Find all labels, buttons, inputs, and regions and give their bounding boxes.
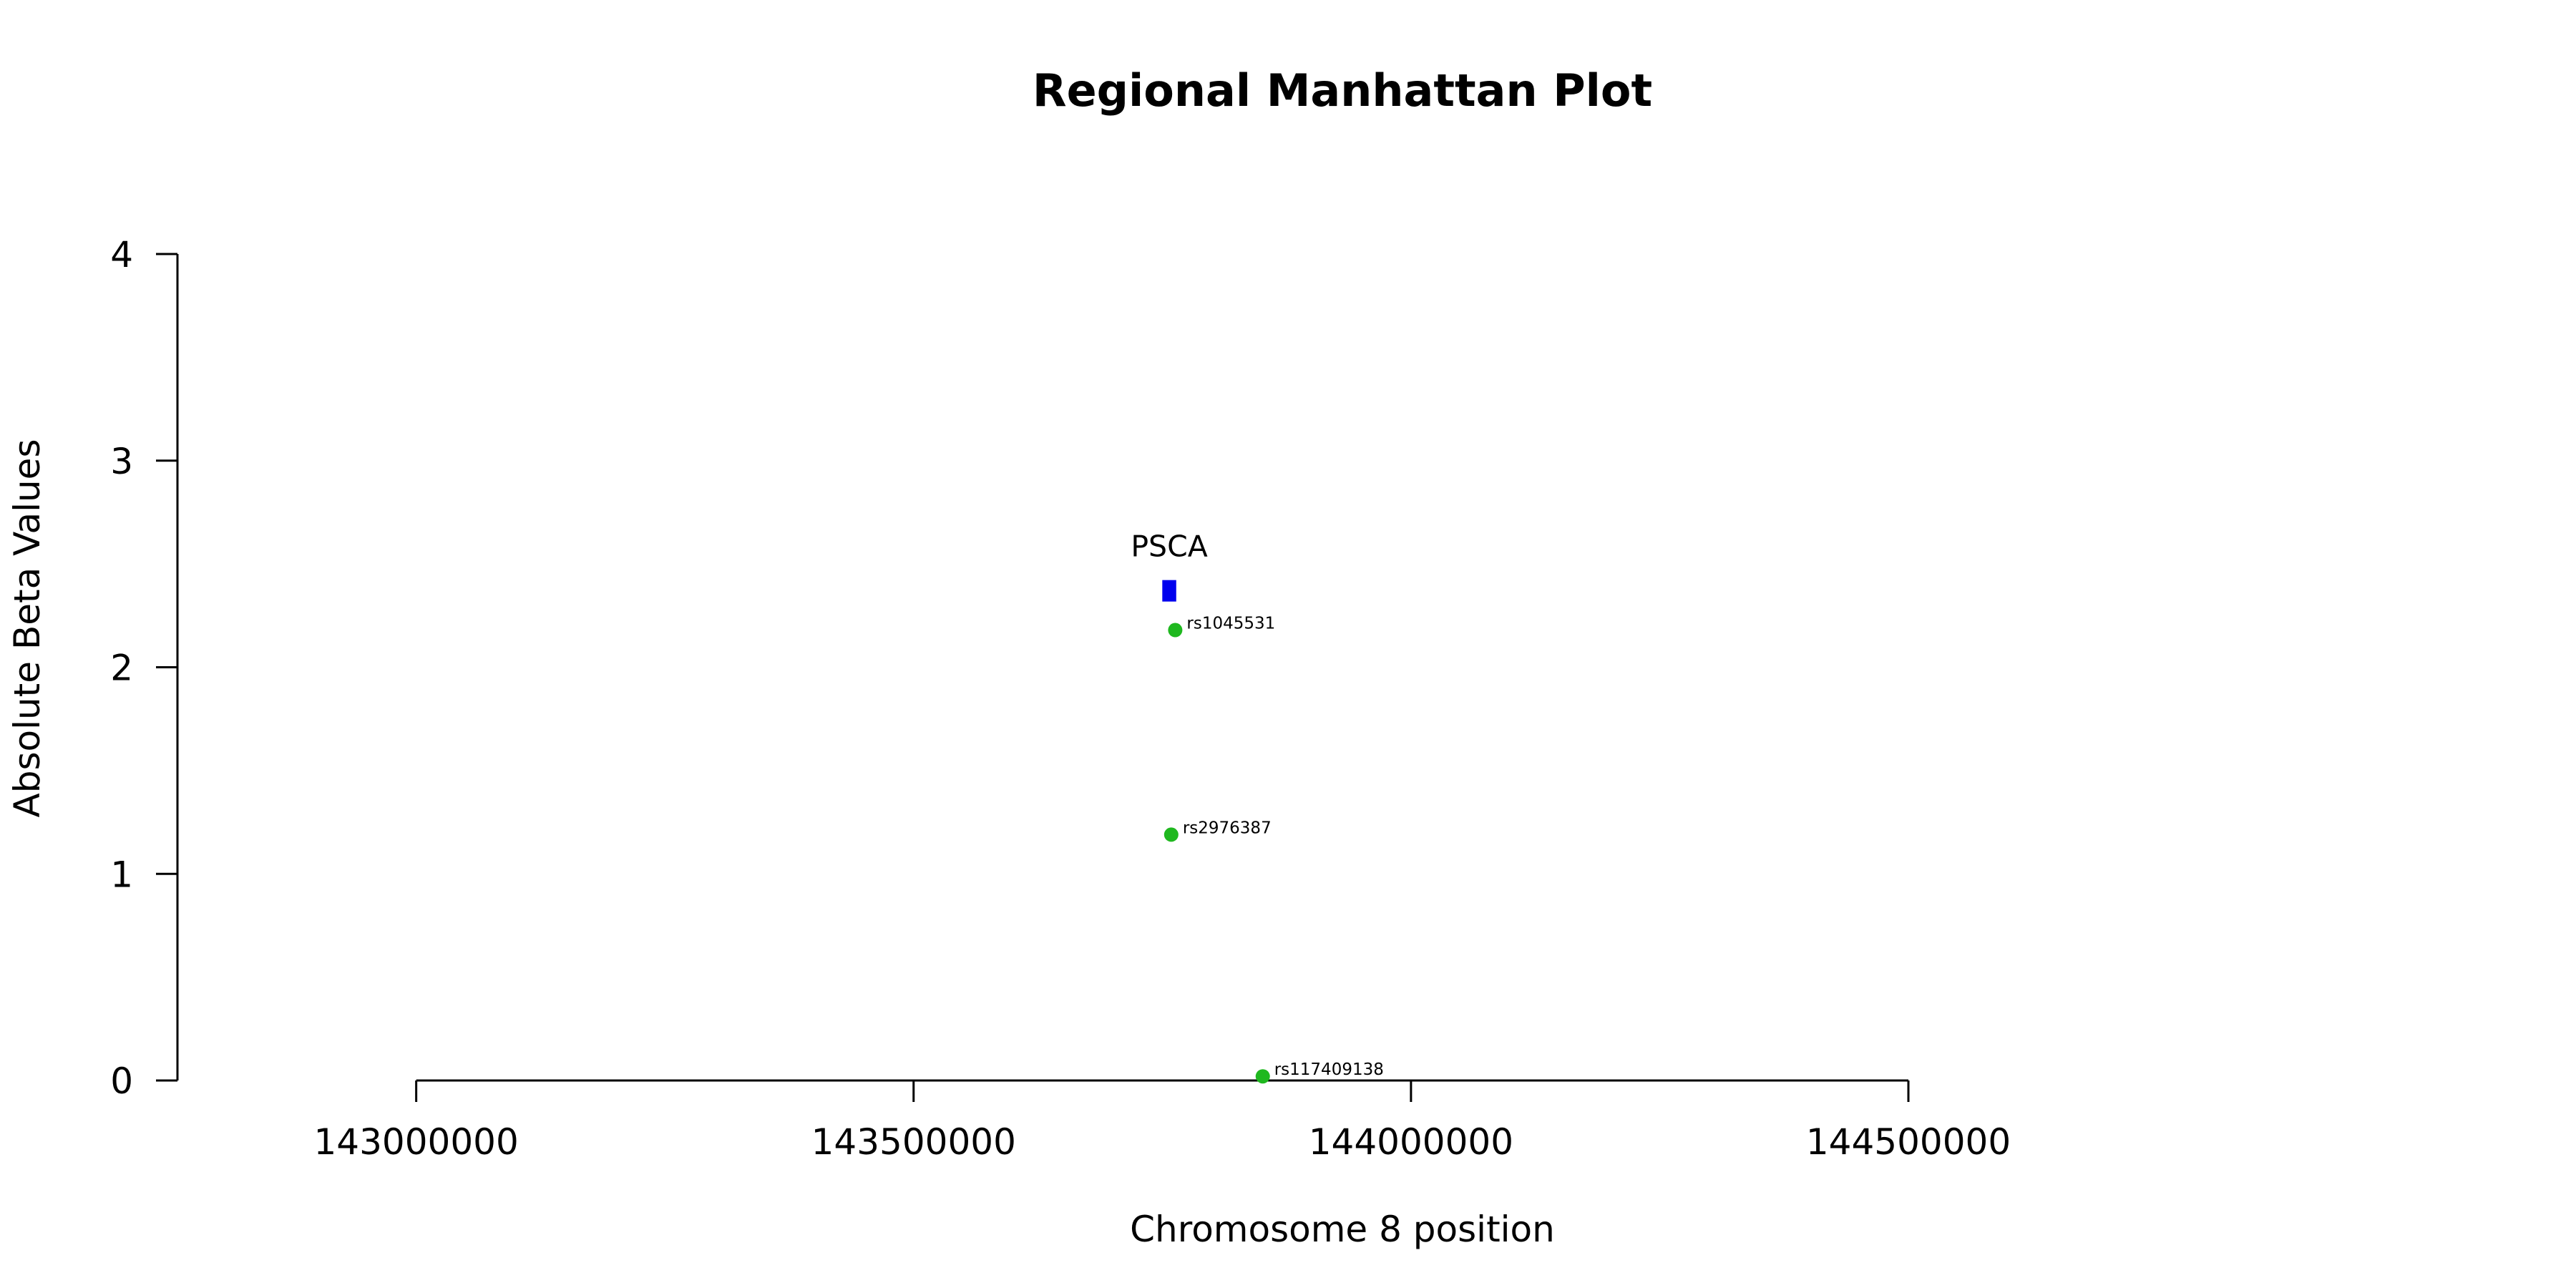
x-tick-label: 143000000 bbox=[313, 1121, 518, 1163]
y-tick-label: 4 bbox=[110, 234, 133, 275]
snp-point bbox=[1168, 623, 1183, 638]
chart-title: Regional Manhattan Plot bbox=[1033, 64, 1652, 117]
y-axis: 0 1 2 3 4 bbox=[110, 234, 179, 1102]
y-tick-label: 3 bbox=[110, 441, 133, 482]
x-tick-label: 143500000 bbox=[811, 1121, 1016, 1163]
y-axis-label: Absolute Beta Values bbox=[6, 439, 48, 818]
x-tick-label: 144500000 bbox=[1806, 1121, 2011, 1163]
y-tick-label: 2 bbox=[110, 648, 133, 689]
x-axis-label: Chromosome 8 position bbox=[1130, 1209, 1555, 1250]
gene-layer: PSCA bbox=[1131, 530, 1208, 602]
x-axis: 143000000 143500000 144000000 144500000 bbox=[313, 1079, 2011, 1163]
x-tick-label: 144000000 bbox=[1309, 1121, 1513, 1163]
snp-label: rs2976387 bbox=[1183, 819, 1272, 837]
points-layer: rs1045531 rs2976387 rs117409138 bbox=[1163, 615, 1384, 1084]
gene-marker bbox=[1162, 580, 1176, 602]
snp-label: rs1045531 bbox=[1186, 615, 1275, 633]
y-tick-label: 1 bbox=[110, 854, 133, 895]
snp-point bbox=[1163, 827, 1179, 842]
snp-label: rs117409138 bbox=[1274, 1060, 1384, 1079]
snp-point bbox=[1255, 1069, 1270, 1084]
y-tick-label: 0 bbox=[110, 1060, 133, 1102]
gene-label: PSCA bbox=[1131, 530, 1207, 564]
